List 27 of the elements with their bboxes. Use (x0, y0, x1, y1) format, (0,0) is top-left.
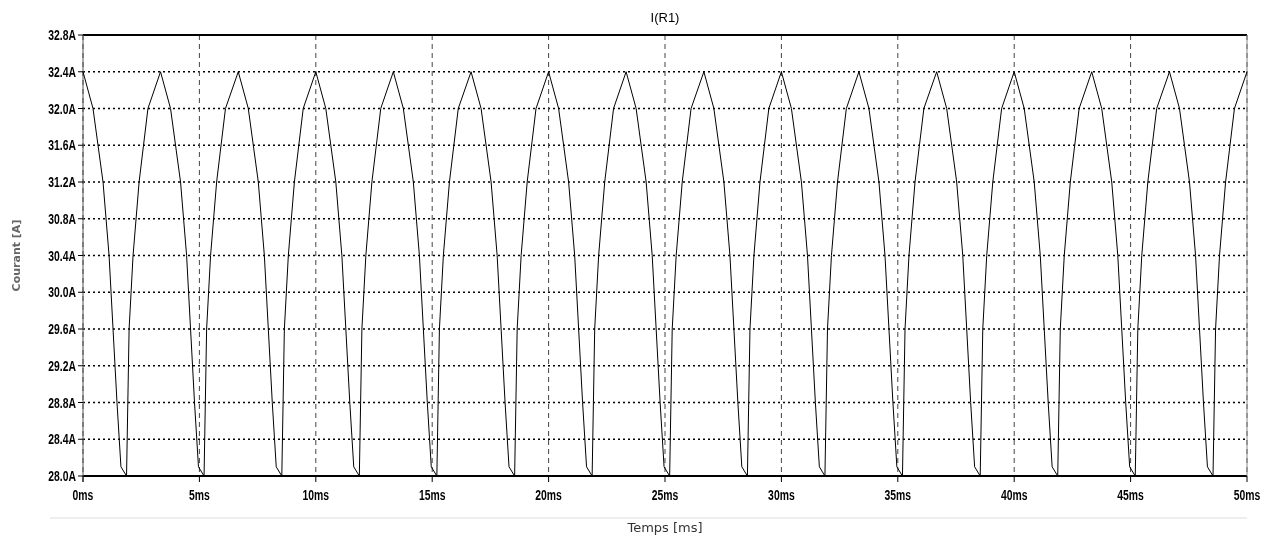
x-tick-label: 35ms (884, 486, 912, 504)
x-tick-label: 20ms (535, 486, 562, 504)
y-tick-label: 32.4A (48, 63, 76, 81)
y-tick-label: 30.8A (48, 210, 76, 228)
chart-title: I(R1) (650, 10, 680, 25)
y-tick-label: 31.2A (48, 173, 76, 191)
y-tick-label: 31.6A (48, 136, 76, 154)
x-tick-label: 50ms (1233, 486, 1261, 504)
y-tick-label: 30.4A (48, 246, 76, 265)
x-tick-label: 45ms (1117, 486, 1144, 504)
y-tick-label: 28.4A (48, 430, 76, 448)
y-tick-label: 29.6A (48, 320, 76, 338)
x-tick-label: 0ms (72, 486, 94, 504)
y-tick-label: 28.0A (48, 467, 76, 485)
y-tick-label: 28.8A (48, 393, 76, 412)
x-tick-label: 5ms (189, 486, 210, 504)
x-axis-title: Temps [ms] (626, 520, 703, 535)
y-tick-label: 32.8A (48, 26, 76, 44)
y-tick-label: 30.0A (48, 283, 76, 301)
x-tick-label: 15ms (418, 486, 446, 504)
x-tick-label: 25ms (651, 486, 679, 504)
y-tick-label: 29.2A (48, 357, 76, 375)
x-tick-label: 40ms (1000, 486, 1028, 504)
y-axis-title: Courant [A] (10, 219, 23, 292)
x-tick-label: 30ms (768, 486, 795, 504)
x-tick-label: 10ms (302, 486, 330, 504)
y-tick-label: 32.0A (48, 99, 76, 118)
